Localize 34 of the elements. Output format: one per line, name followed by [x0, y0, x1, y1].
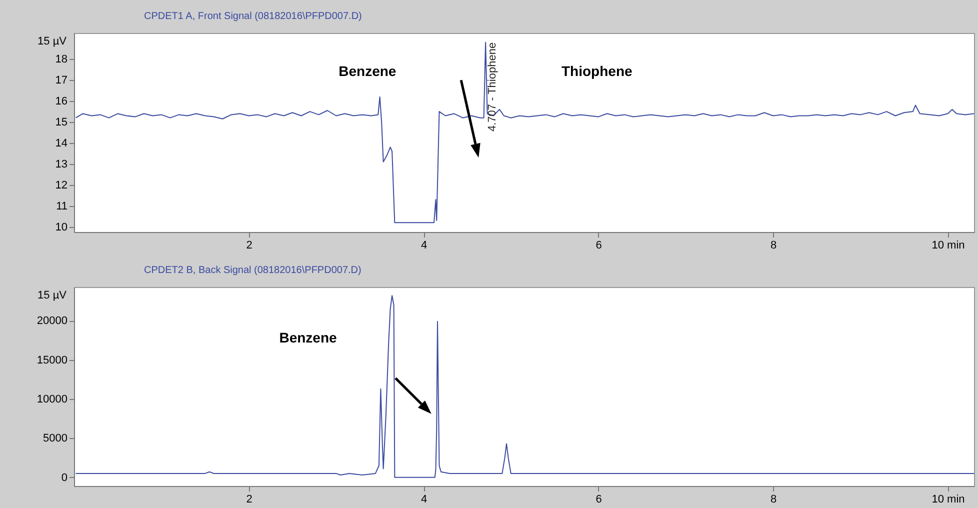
annotation: Benzene — [279, 330, 337, 346]
y-tick-label: 0 — [61, 472, 68, 484]
x-tick-label: 8 — [770, 240, 777, 252]
y-tick-label: 18 — [55, 54, 68, 66]
y-tick-label: 17 — [55, 74, 68, 87]
y-tick-label: 15000 — [36, 354, 68, 366]
x-tick-label: 6 — [596, 494, 602, 506]
y-tick-label: 5000 — [43, 432, 68, 445]
y-tick-label: 11 — [56, 200, 68, 212]
x-tick-label: 8 — [770, 494, 777, 506]
chart-title: CPDET1 A, Front Signal (08182016\PFPD007.D) — [144, 11, 362, 22]
line-series — [75, 295, 974, 478]
chart-title: CPDET2 B, Back Signal (08182016\PFPD007.D) — [144, 265, 362, 276]
y-tick-label: 12 — [55, 179, 68, 192]
x-tick-label: 4 — [420, 240, 428, 252]
y-tick-label: 20000 — [36, 315, 68, 328]
x-tick-label: 10 min — [932, 494, 965, 506]
y-tick-label: 15 — [55, 116, 68, 129]
y-axis-title: 15 µV — [38, 290, 68, 302]
x-tick-label: 10 min — [932, 240, 965, 252]
y-tick-label: 16 — [55, 96, 68, 108]
y-tick-label: 14 — [55, 137, 68, 150]
y-axis-title: 15 µV — [38, 36, 68, 48]
y-tick-label: 10 — [55, 221, 68, 234]
annotation: 4.707 - Thiophene — [486, 42, 498, 132]
line-series — [75, 42, 974, 224]
x-tick-label: 4 — [420, 494, 428, 506]
annotation: Thiophene — [562, 63, 632, 80]
x-tick-label: 2 — [246, 494, 252, 506]
y-tick-label: 13 — [55, 158, 68, 170]
x-tick-label: 2 — [246, 240, 252, 252]
x-tick-label: 6 — [596, 240, 602, 252]
annotation: Benzene — [338, 63, 396, 80]
y-tick-label: 10000 — [36, 394, 68, 406]
